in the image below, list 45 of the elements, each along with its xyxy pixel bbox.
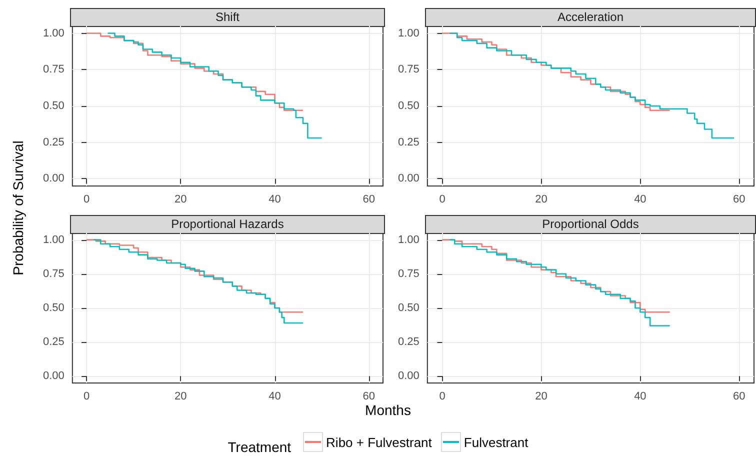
y-tick-label: 0.00 (398, 172, 420, 185)
x-tick-label: 60 (362, 194, 376, 206)
x-tick-label: 40 (634, 390, 646, 402)
x-tick-label: 40 (268, 194, 281, 206)
x-tick-label: 20 (174, 194, 187, 206)
chart-title: Proportional Hazards (70, 215, 385, 234)
y-tick-label: 0.00 (42, 370, 64, 382)
y-tick-label: 0.25 (42, 336, 64, 348)
y-tick-label: 0.00 (398, 370, 420, 382)
y-tick-label: 1.00 (398, 234, 420, 246)
x-tick-label: 60 (733, 194, 746, 206)
y-tick-label: 0.50 (398, 100, 420, 112)
y-tick-label: 0.75 (398, 268, 420, 280)
y-tick-label: 0.25 (398, 336, 420, 348)
x-axis-title: Months (364, 402, 412, 418)
y-tick-label: 0.75 (42, 268, 64, 280)
x-tick-label: 20 (535, 390, 548, 402)
y-axis-title: Probability of Survival (10, 140, 26, 278)
x-tick-label: 20 (174, 390, 187, 402)
x-tick-label: 40 (268, 390, 281, 402)
y-tick-label: 0.75 (398, 64, 420, 76)
y-tick-label: 0.25 (398, 136, 420, 148)
legend-label: Fulvestrant (462, 434, 528, 452)
chart-title: Acceleration (425, 8, 756, 27)
x-tick-label: 0 (83, 390, 90, 402)
y-tick-label: 0.75 (42, 64, 64, 76)
x-tick-label: 0 (439, 390, 446, 402)
x-tick-label: 0 (439, 194, 446, 206)
x-tick-label: 20 (535, 194, 548, 206)
y-tick-label: 0.00 (42, 172, 64, 185)
y-tick-label: 0.50 (42, 100, 64, 112)
chart-title: Shift (70, 8, 385, 27)
y-tick-label: 0.50 (398, 302, 420, 314)
legend-label: Ribo + Fulvestrant (325, 434, 432, 452)
legend-title: Treatment (228, 439, 292, 455)
y-tick-label: 0.50 (42, 302, 64, 314)
y-tick-label: 1.00 (42, 27, 64, 40)
x-tick-label: 0 (83, 194, 90, 206)
x-tick-label: 60 (362, 390, 376, 402)
x-tick-label: 60 (733, 390, 746, 402)
y-tick-label: 1.00 (42, 234, 64, 246)
x-tick-label: 40 (634, 194, 646, 206)
y-tick-label: 1.00 (398, 27, 420, 40)
chart-title: Proportional Odds (425, 215, 756, 234)
y-tick-label: 0.25 (42, 136, 64, 148)
